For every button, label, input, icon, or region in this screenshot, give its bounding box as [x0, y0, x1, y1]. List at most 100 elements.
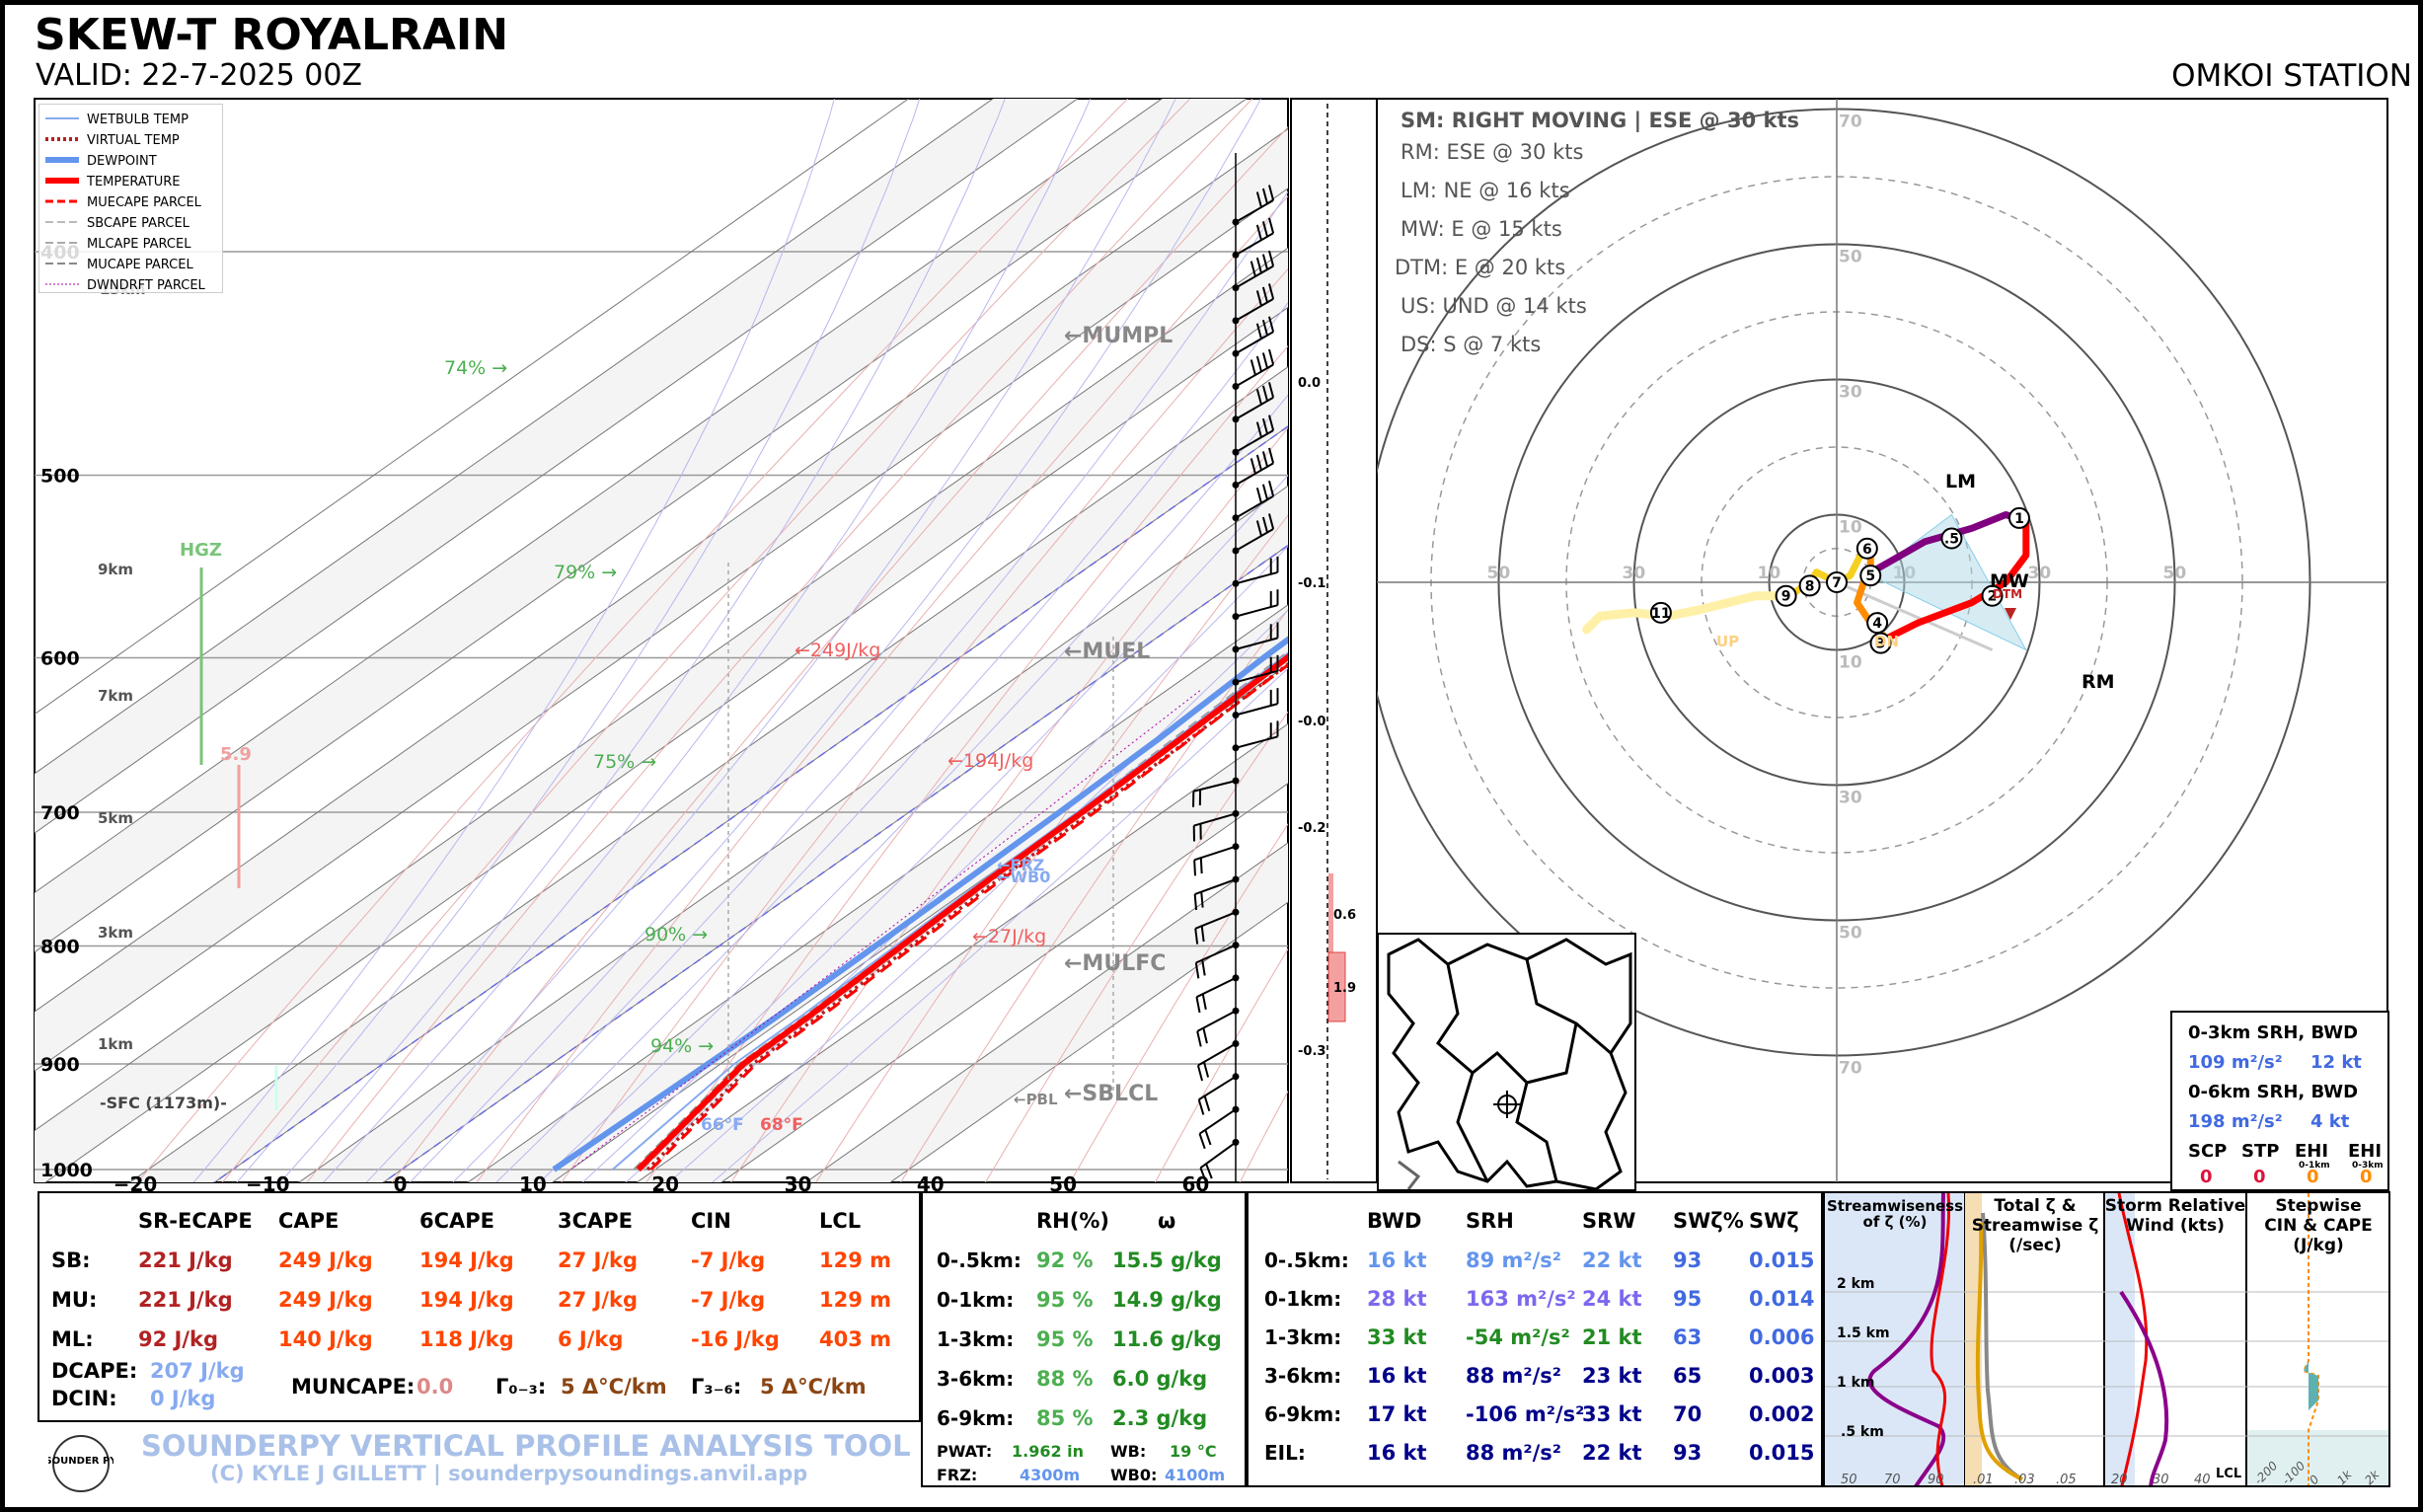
wb0-label: ←WB0	[997, 868, 1050, 886]
dry-adiabat	[476, 195, 1288, 1182]
hodo-height-marker	[1981, 584, 2004, 607]
kin-header: SRW	[1582, 1209, 1636, 1233]
ehi1-value: 0	[2307, 1167, 2319, 1187]
hodo-height-marker	[1940, 527, 1963, 550]
dry-adiabat	[221, 99, 1191, 1182]
kin-row-label: 0-1km:	[1264, 1287, 1342, 1311]
thermo-cell: 194 J/kg	[419, 1248, 514, 1272]
streamwise-vort-curve	[1975, 1222, 2023, 1481]
muncape-label: MUNCAPE:	[291, 1375, 416, 1399]
isotherm	[44, 306, 1288, 1182]
kin-row-label: 6-9km:	[1264, 1402, 1342, 1426]
height-label: 5km	[98, 809, 133, 827]
moist-row-label: 0-1km:	[937, 1288, 1015, 1312]
dry-adiabat	[561, 267, 1288, 1182]
kin-cell: 0.002	[1749, 1402, 1815, 1426]
mini-tick: 90	[1928, 1473, 1944, 1487]
srh-03: 109 m²/s²	[2188, 1052, 2283, 1073]
hodo-ring-label: 50	[1839, 248, 1862, 267]
ehi1-label: EHI	[2295, 1141, 2329, 1162]
barb-shaft	[1235, 604, 1278, 618]
temperature-line	[636, 653, 1288, 1172]
barb-flag	[1196, 1030, 1202, 1047]
kin-row-label: 0-.5km:	[1264, 1248, 1349, 1272]
moist-adiabat	[712, 667, 1288, 1182]
thermo-header: 6CAPE	[419, 1209, 495, 1233]
dcape-label: DCAPE:	[51, 1359, 138, 1383]
stp-value: 0	[2253, 1167, 2266, 1187]
kin-cell: 23 kt	[1582, 1364, 1642, 1388]
barb-shaft	[1196, 977, 1237, 999]
legend-entry: VIRTUAL TEMP	[87, 133, 180, 148]
footer-credit: (C) KYLE J GILLETT | sounderpysoundings.…	[210, 1462, 808, 1485]
sfc-temp: 68°F	[760, 1115, 803, 1135]
thermo-cell: 403 m	[819, 1327, 892, 1351]
ehi3-sub: 0-3km	[2352, 1161, 2384, 1171]
sounderpy-logo: SOUNDER PY	[44, 1434, 117, 1493]
moist-w: 14.9 g/kg	[1112, 1288, 1222, 1312]
barb-flag	[1205, 1163, 1213, 1179]
moist-adiabat	[279, 99, 1006, 1182]
hodo-marker-label: 1	[2014, 511, 2024, 527]
thermo-cell: 221 J/kg	[138, 1288, 233, 1312]
isotherm	[35, 99, 1164, 894]
wetbulb-line	[612, 651, 1288, 1171]
thermo-row-label: SB:	[51, 1248, 91, 1272]
hodo-height-marker	[1649, 601, 1672, 624]
hodo-ring-label: 10	[1758, 564, 1781, 583]
kin-cell: 0.015	[1749, 1441, 1815, 1465]
rh-label: 90% →	[644, 924, 708, 945]
barb-flag	[1261, 352, 1269, 369]
barb-shaft	[1235, 494, 1274, 519]
mini-title-4b: CIN & CAPE	[2264, 1216, 2372, 1236]
moist-rh: 85 %	[1036, 1406, 1094, 1430]
frz-level-value: 4300m	[1020, 1466, 1081, 1484]
moist-adiabat	[192, 99, 835, 1182]
omega-label: 0.0	[1298, 376, 1321, 391]
barb-flag	[1199, 858, 1203, 874]
pressure-tick-label: 1000	[40, 1160, 93, 1181]
hodo-ring-label: 30	[1839, 789, 1862, 808]
mini-height-label: 1.5 km	[1837, 1325, 1890, 1341]
thermo-cell: 249 J/kg	[278, 1288, 373, 1312]
pressure-tick-label: 800	[40, 937, 80, 958]
isotherm	[128, 366, 1288, 1182]
lapse03-value: 5 Δ°C/km	[561, 1375, 667, 1399]
isotherm	[35, 188, 1288, 1072]
barb-shaft	[1193, 845, 1237, 862]
height-label: 1km	[98, 1035, 133, 1053]
hodo-marker-label: 2	[1988, 589, 1998, 605]
barb-shaft	[1235, 232, 1274, 257]
legend-entry: SBCAPE PARCEL	[87, 216, 190, 231]
thermo-cell: 129 m	[819, 1248, 892, 1272]
rm-label: RM	[2082, 671, 2115, 693]
barb-flag	[1267, 415, 1275, 431]
omega-bar	[1328, 873, 1333, 952]
barb-flag	[1204, 1129, 1212, 1146]
temp-band	[35, 248, 1288, 1182]
kin-cell: 22 kt	[1582, 1441, 1642, 1465]
rh-label: 94% →	[650, 1035, 714, 1057]
omega-label: 1.9	[1333, 981, 1356, 996]
isotherm	[35, 99, 1079, 834]
barb-flag	[1196, 1065, 1204, 1082]
barb-flag	[1193, 893, 1198, 911]
barb-flag	[1255, 224, 1262, 241]
barb-flag	[1200, 926, 1205, 943]
thermo-row-label: MU:	[51, 1288, 98, 1312]
virtual-temp-line	[645, 661, 1288, 1172]
ehi1-sub: 0-1km	[2299, 1161, 2330, 1171]
total-vort-curve	[1981, 1212, 2024, 1481]
ehi3-value: 0	[2360, 1167, 2373, 1187]
skewt-grid	[35, 99, 1288, 1182]
ehi3-label: EHI	[2348, 1141, 2383, 1162]
mini-lcl-label: LCL	[2216, 1467, 2241, 1481]
mini-tick: .01	[1973, 1473, 1994, 1487]
kin-row-label: 3-6km:	[1264, 1364, 1342, 1388]
kin-cell: 28 kt	[1367, 1287, 1427, 1311]
mini-tick: 20	[2111, 1473, 2128, 1487]
wind-barbs	[1192, 153, 1279, 1183]
hodo-marker-label: 9	[1781, 589, 1791, 605]
legend-entry: MUECAPE PARCEL	[87, 195, 202, 210]
cape-label: ←249J/kg	[795, 640, 880, 661]
